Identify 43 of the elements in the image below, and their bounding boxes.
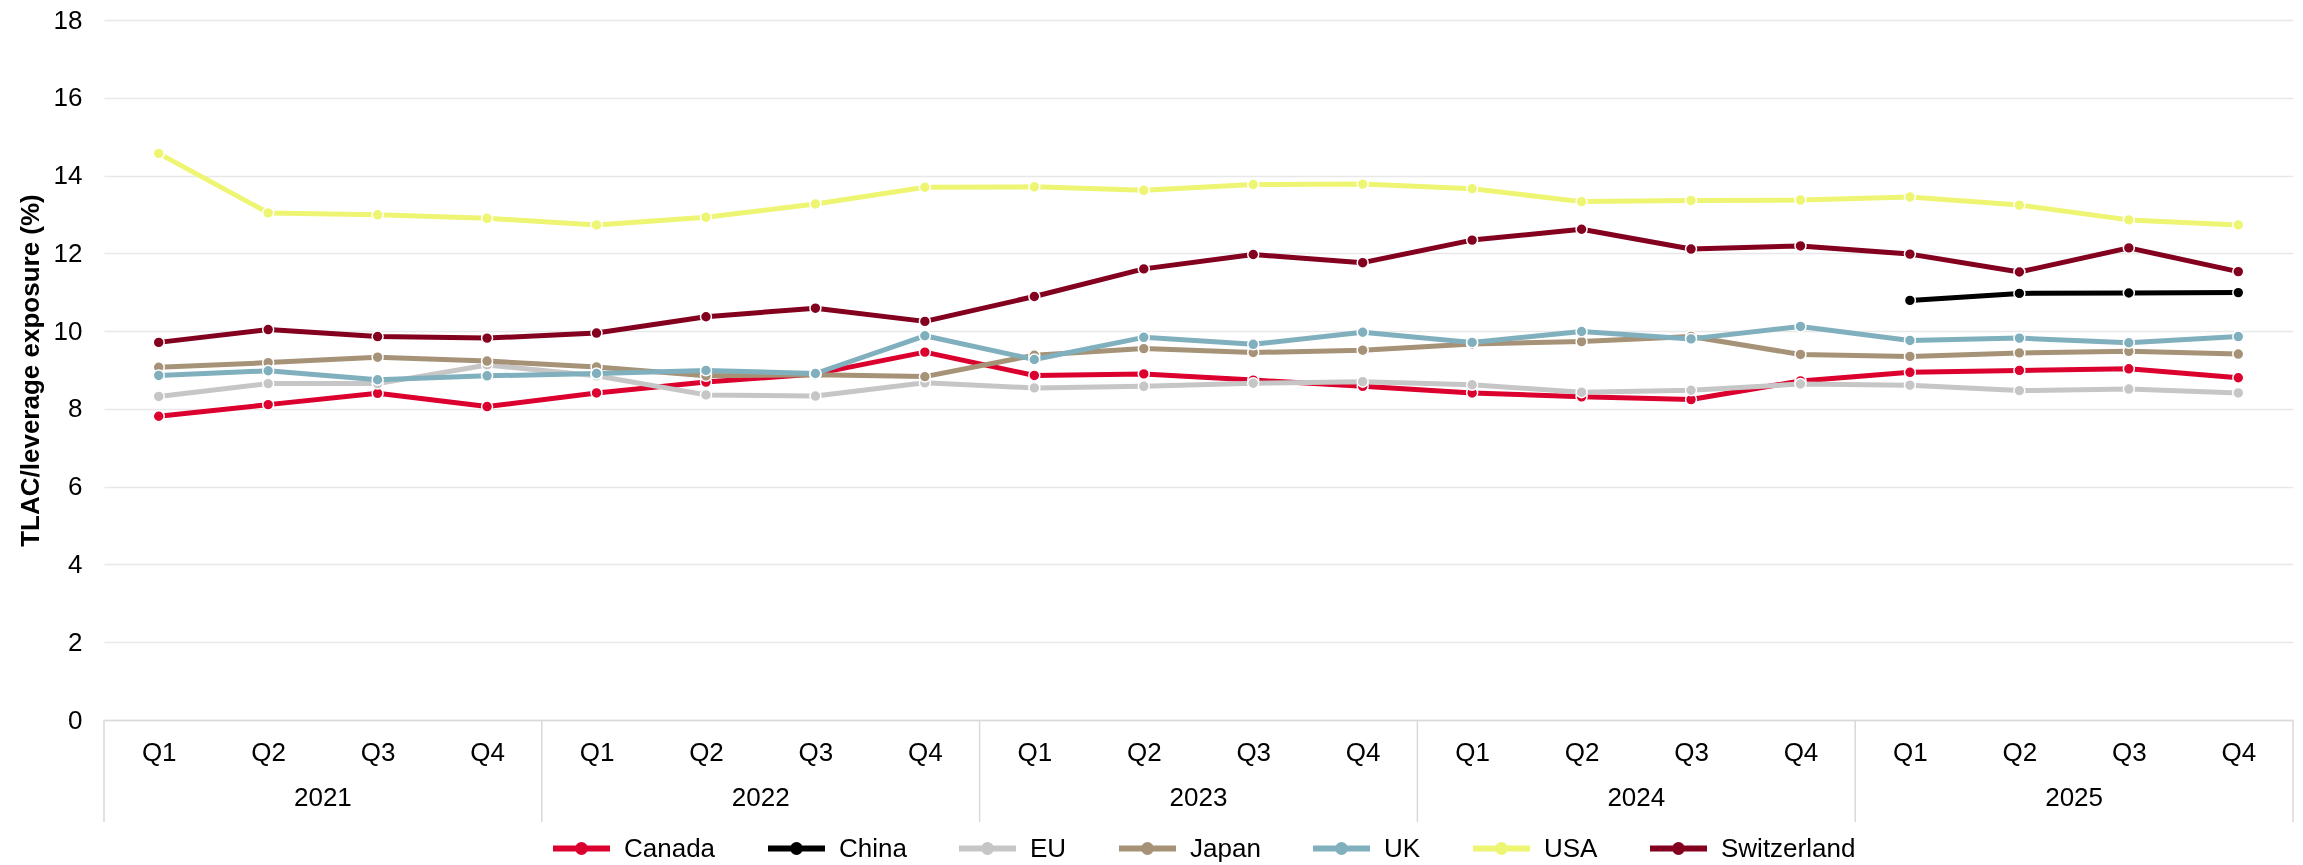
x-tick-label: Q3	[798, 736, 834, 767]
y-tick-label: 10	[53, 315, 83, 346]
x-tick-label: Q3	[360, 736, 396, 767]
text: 2021	[293, 782, 352, 812]
y-tick-label: 6	[68, 471, 83, 502]
y-tick-label: 8	[68, 393, 83, 424]
legend-label: Canada	[624, 832, 716, 863]
x-tick-label: Q4	[908, 736, 943, 767]
x-tick-label: Q3	[2111, 736, 2147, 767]
y-tick-label: 0	[68, 704, 83, 735]
legend-label: EU	[1030, 832, 1067, 863]
y-tick-label: 12	[53, 237, 83, 268]
text: 2025	[2045, 782, 2104, 812]
legend-label: USA	[1544, 832, 1599, 863]
legend-label: Switzerland	[1721, 832, 1856, 863]
x-tick-label: Q3	[1236, 736, 1272, 767]
x-tick-label: Q4	[1345, 736, 1381, 767]
y-tick-label: 14	[53, 160, 83, 191]
text: 2024	[1607, 782, 1666, 812]
x-tick-label: Q2	[251, 736, 287, 767]
text: 2023	[1169, 782, 1228, 812]
x-tick-label: Q2	[2002, 736, 2038, 767]
x-tick-label: Q3	[1674, 736, 1709, 767]
x-tick-label: Q1	[141, 736, 177, 767]
x-tick-label: Q2	[689, 736, 724, 767]
legend-label: Japan	[1190, 832, 1261, 863]
x-tick-label: Q4	[470, 736, 505, 767]
x-tick-label: Q4	[1783, 736, 1819, 767]
x-tick-label: Q2	[1564, 736, 1600, 767]
x-tick-label: Q1	[579, 736, 615, 767]
y-tick-label: 2	[68, 626, 83, 657]
legend-label: UK	[1384, 832, 1421, 863]
y-tick-label: 18	[53, 4, 83, 35]
y-tick-label: 4	[68, 548, 83, 579]
y-axis-title: TLAC/leverage exposure (%)	[14, 194, 45, 547]
x-tick-label: Q1	[1017, 736, 1053, 767]
legend-label: China	[839, 832, 908, 863]
x-tick-label: Q1	[1893, 736, 1928, 767]
x-tick-label: Q1	[1455, 736, 1490, 767]
x-tick-label: Q2	[1126, 736, 1162, 767]
text: 2022	[731, 782, 790, 812]
x-tick-label: Q4	[2221, 736, 2257, 767]
y-tick-label: 16	[53, 82, 83, 113]
